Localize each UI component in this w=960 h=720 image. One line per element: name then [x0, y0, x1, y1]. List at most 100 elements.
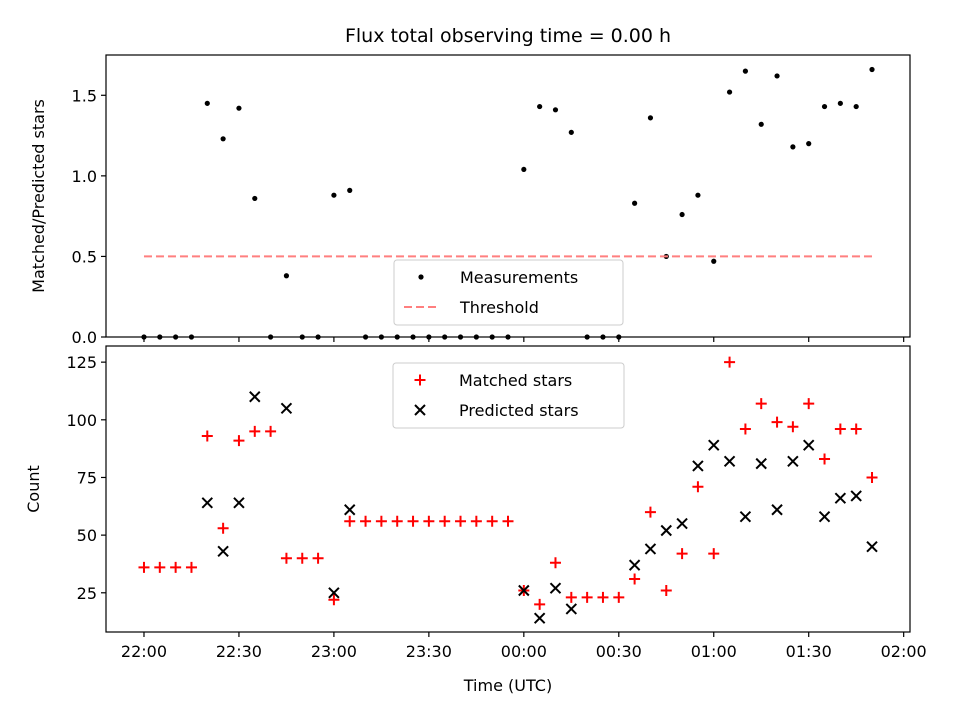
measurement-point — [537, 103, 543, 110]
measurement-point — [837, 100, 843, 106]
matched-star-point — [613, 591, 625, 603]
matched-star-point — [217, 522, 229, 534]
figure-title: Flux total observing time = 0.00 h — [345, 25, 671, 47]
matched-star-point — [644, 506, 656, 518]
legend-marker-measurements — [418, 274, 424, 280]
measurement-point — [552, 107, 559, 113]
matched-star-point — [296, 552, 308, 564]
x-tick-label: 22:30 — [216, 642, 262, 661]
y-tick-label: 100 — [66, 411, 97, 430]
predicted-star-point — [723, 455, 736, 468]
x-tick-label: 23:30 — [406, 642, 452, 661]
measurement-point — [758, 121, 764, 127]
legend-box — [393, 259, 624, 326]
matched-star-point — [233, 435, 245, 447]
x-tick-label: 00:00 — [501, 642, 547, 661]
legend-marker-predicted — [414, 404, 426, 416]
y-tick-label: 1.0 — [72, 167, 97, 186]
matched-star-point — [708, 548, 720, 560]
matched-star-point — [375, 515, 387, 527]
predicted-star-point — [834, 492, 847, 504]
plot-frame — [105, 54, 911, 338]
legend-label: Measurements — [460, 268, 578, 287]
x-tick-label: 01:30 — [786, 642, 832, 661]
matched-star-point — [138, 561, 150, 573]
matched-star-point — [265, 425, 277, 437]
x-tick-label: 22:00 — [121, 642, 167, 661]
matched-star-point — [866, 471, 878, 483]
legend-label: Matched stars — [459, 371, 572, 390]
legend-label: Predicted stars — [459, 401, 579, 420]
measurement-point — [821, 103, 828, 110]
x-tick-label: 01:00 — [691, 642, 737, 661]
measurement-point — [790, 144, 796, 150]
matched-star-point — [676, 548, 688, 560]
measurement-point — [679, 211, 685, 218]
y-tick-label: 50 — [77, 526, 97, 545]
matched-star-point — [787, 421, 799, 433]
measurement-point — [632, 200, 638, 206]
matched-star-point — [819, 453, 831, 465]
predicted-star-point — [866, 540, 878, 553]
matched-star-point — [502, 515, 514, 527]
y-tick-label: 25 — [77, 584, 97, 603]
legend-label: Threshold — [459, 298, 539, 317]
matched-star-point — [771, 416, 783, 428]
y-tick-label: 0.0 — [72, 328, 97, 347]
predicted-star-point — [533, 612, 546, 624]
predicted-star-point — [771, 504, 783, 516]
measurement-point — [742, 68, 749, 74]
y-tick-label: 1.5 — [72, 86, 97, 105]
matched-star-point — [185, 561, 197, 573]
legend: Measurements Threshold — [393, 259, 624, 326]
matched-star-point — [549, 557, 561, 569]
predicted-star-point — [787, 455, 799, 468]
matched-star-point — [724, 356, 736, 368]
matched-star-point — [360, 515, 372, 527]
matched-star-point — [423, 515, 435, 527]
matched-star-point — [439, 515, 451, 527]
predicted-star-point — [344, 504, 356, 516]
legend-marker-matched — [414, 374, 426, 386]
measurement-point — [204, 100, 210, 106]
matched-star-point — [170, 561, 182, 573]
matched-star-point — [581, 591, 593, 603]
measurement-point — [347, 187, 353, 193]
predicted-star-point — [565, 603, 578, 615]
measurement-point — [236, 105, 242, 111]
matched-star-point — [629, 573, 641, 585]
predicted-star-point — [280, 402, 293, 414]
measurement-point — [568, 129, 574, 135]
measurement-point — [521, 166, 527, 173]
matched-star-point — [755, 398, 767, 410]
predicted-star-point — [249, 391, 261, 403]
predicted-star-point — [549, 582, 562, 594]
predicted-star-point — [676, 517, 688, 530]
matched-star-point — [328, 594, 340, 606]
matched-star-point — [455, 515, 467, 527]
measurement-point — [806, 141, 812, 147]
predicted-star-point — [818, 510, 831, 523]
predicted-star-point — [803, 439, 815, 451]
predicted-star-point — [739, 510, 752, 523]
matched-star-point — [470, 515, 482, 527]
plot-frame — [105, 345, 911, 633]
matched-star-point — [565, 591, 577, 603]
predicted-star-point — [708, 439, 720, 451]
matched-star-point — [312, 552, 324, 564]
matched-star-point — [850, 423, 862, 435]
predicted-star-point — [518, 584, 530, 597]
matched-star-point — [692, 481, 704, 493]
predicted-star-point — [328, 587, 340, 599]
ratio-panel: 0.0 0.5 1.0 1.5 Matched/Predicted stars Measu… — [29, 54, 911, 347]
measurement-point — [331, 192, 337, 198]
predicted-star-point — [755, 457, 767, 470]
measurement-point — [869, 66, 875, 73]
matched-star-point — [834, 423, 846, 435]
x-tick-label: 23:00 — [311, 642, 357, 661]
x-axis-label: Time (UTC) — [463, 676, 552, 695]
predicted-star-point — [660, 524, 672, 537]
legend-box — [392, 362, 625, 429]
count-panel: 22:00 22:30 23:00 23:30 00:00 00:30 01:00 01:30… — [24, 345, 927, 695]
